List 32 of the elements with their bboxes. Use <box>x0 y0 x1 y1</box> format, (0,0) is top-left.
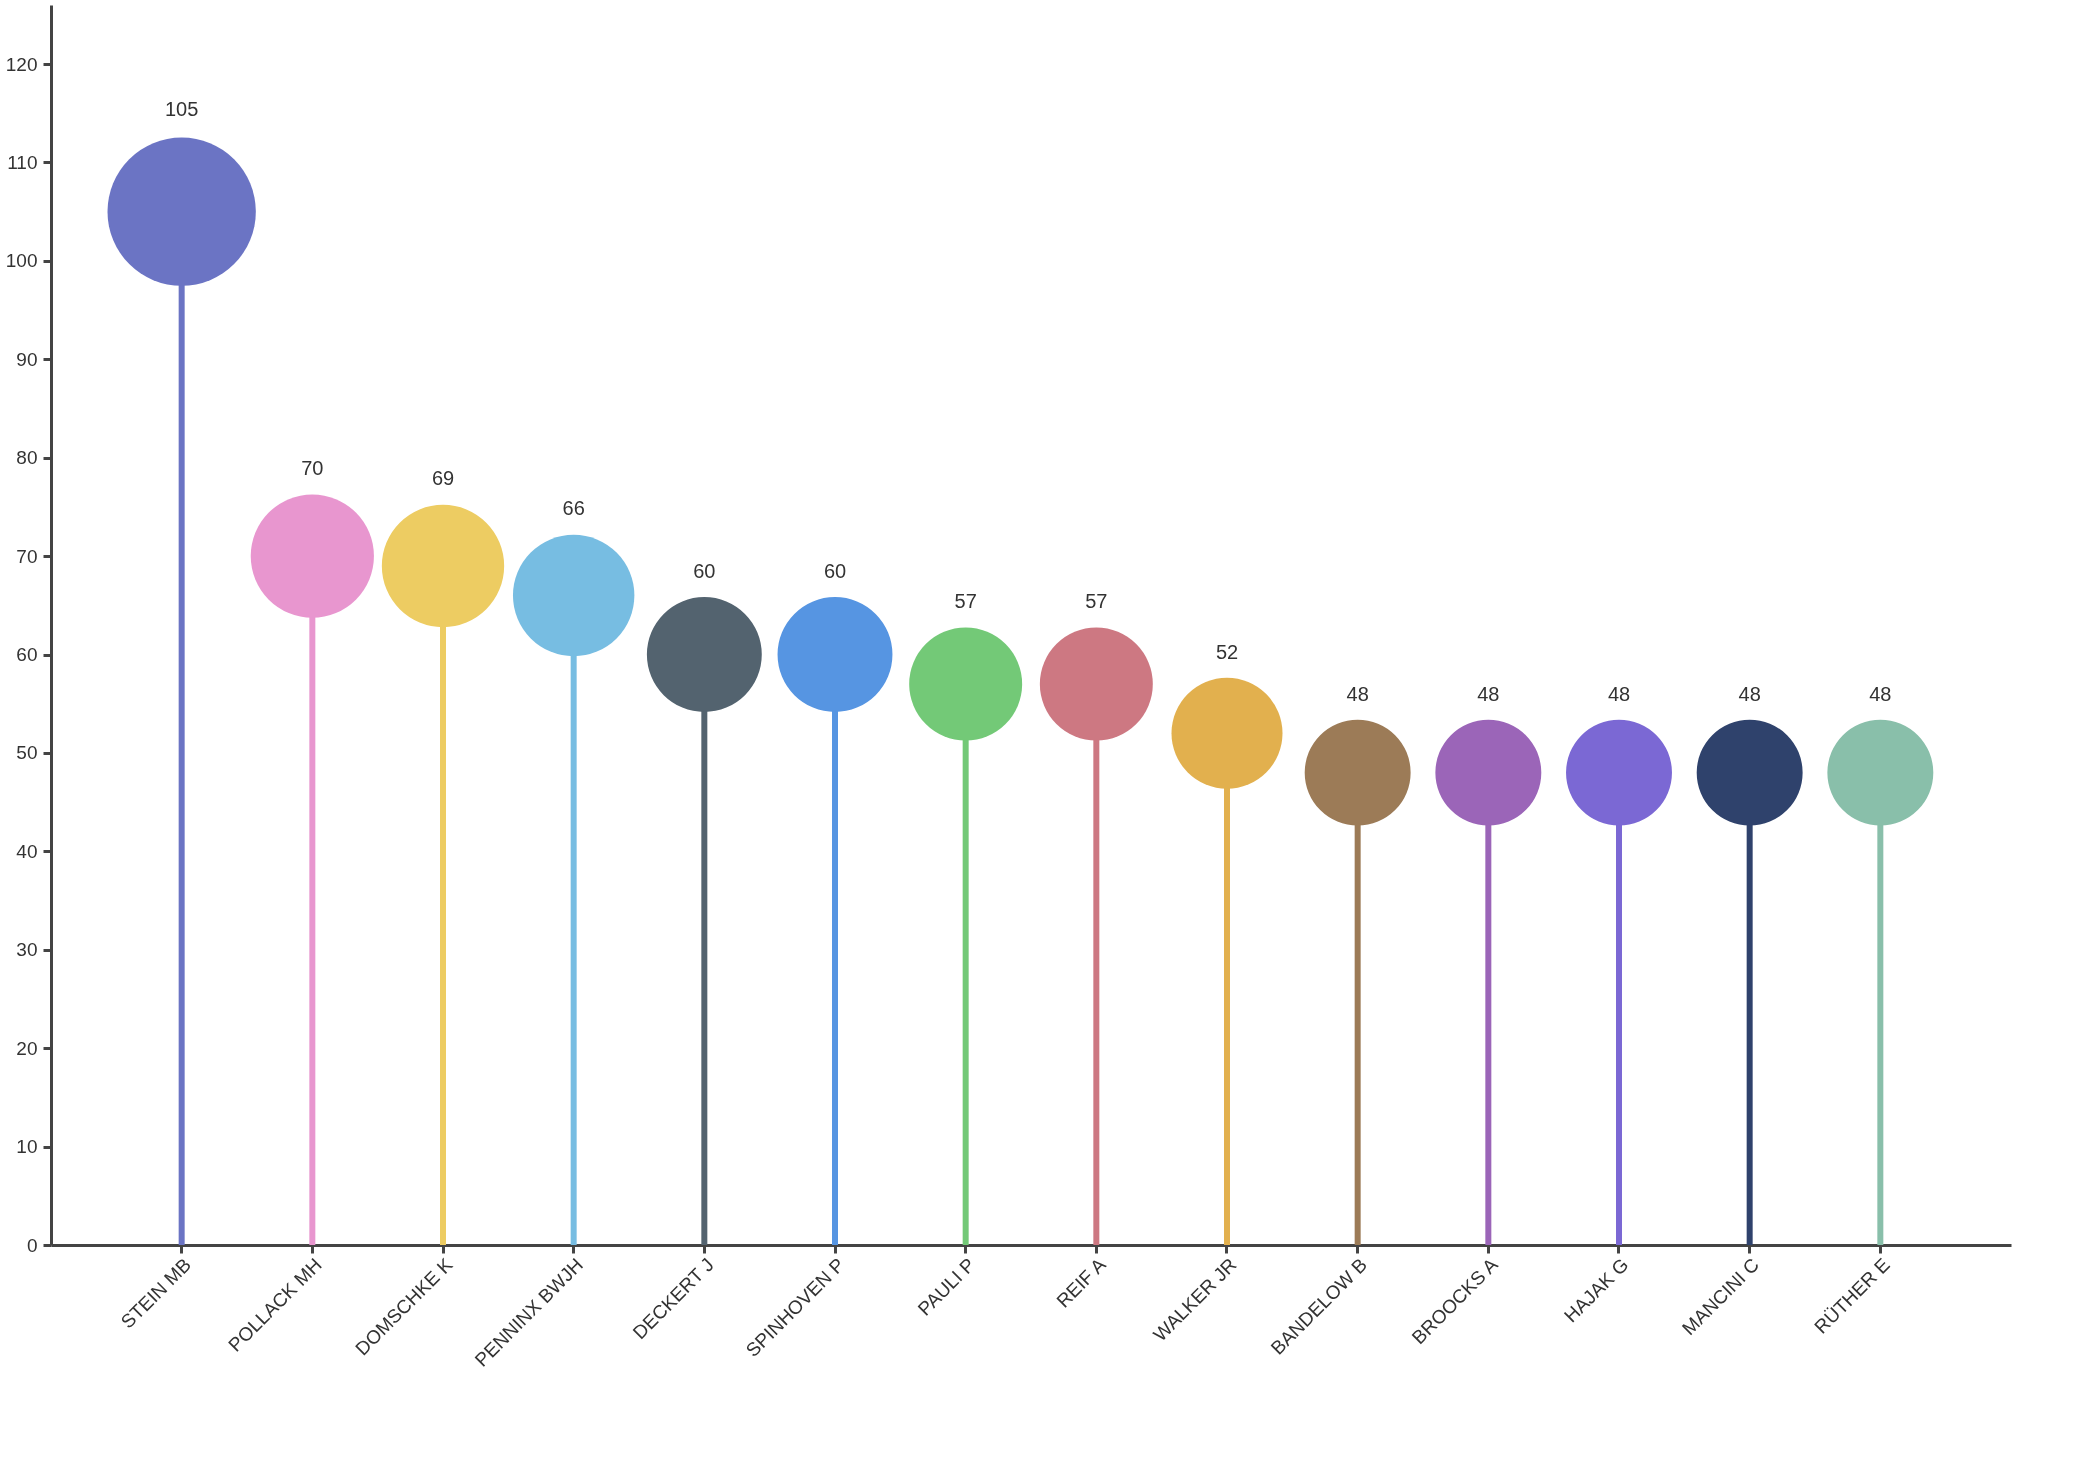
y-tick-label: 110 <box>7 151 38 173</box>
y-tick-label: 60 <box>16 644 38 666</box>
data-label: 57 <box>1085 590 1108 613</box>
data-label: 60 <box>693 559 716 582</box>
data-label: 48 <box>1477 682 1500 705</box>
data-label: 48 <box>1738 682 1761 705</box>
data-label: 57 <box>954 590 977 613</box>
y-tick-label: 40 <box>16 840 38 862</box>
data-label: 48 <box>1607 682 1631 705</box>
point <box>909 627 1023 741</box>
y-tick-label: 100 <box>5 250 38 272</box>
data-label: 66 <box>562 496 585 519</box>
y-tick-label: 20 <box>16 1037 38 1059</box>
y-tick-label: 30 <box>16 939 38 961</box>
y-tick-label: 10 <box>16 1136 38 1158</box>
point <box>777 597 893 712</box>
data-label: 69 <box>431 466 455 489</box>
y-tick-label: 0 <box>26 1234 38 1256</box>
point <box>1039 627 1153 741</box>
y-tick-label: 80 <box>16 447 38 469</box>
y-tick-label: 50 <box>16 742 38 764</box>
data-label: 60 <box>823 559 847 582</box>
point <box>646 597 762 712</box>
y-tick-label: 120 <box>5 53 38 75</box>
data-label: 70 <box>301 456 324 479</box>
data-label: 48 <box>1346 682 1369 705</box>
data-label: 105 <box>164 97 199 120</box>
y-tick-label: 90 <box>16 348 38 370</box>
y-tick-label: 70 <box>16 545 38 567</box>
data-label: 52 <box>1215 640 1239 663</box>
point <box>1171 677 1283 789</box>
data-label: 48 <box>1869 682 1892 705</box>
